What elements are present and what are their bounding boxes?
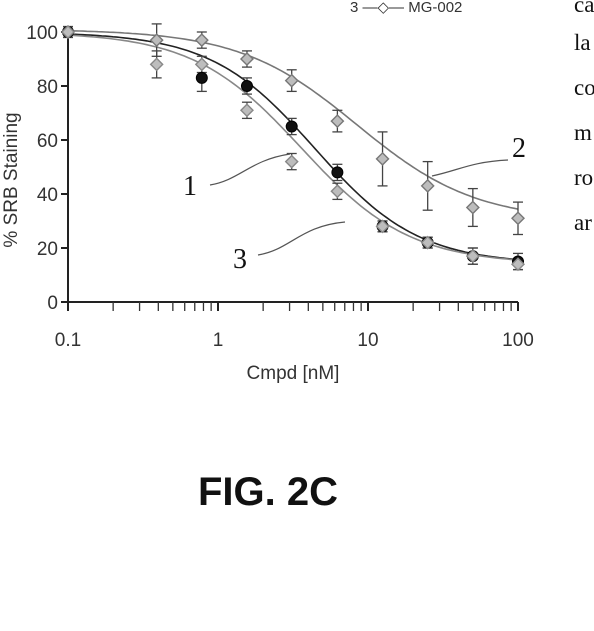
- fit-curves: [67, 29, 519, 261]
- x-ticks: 0.1 1 10 100: [55, 302, 534, 351]
- leader-line-1: [209, 153, 291, 186]
- y-tick-label: 80: [37, 77, 58, 98]
- side-text-line: ca: [574, 0, 594, 17]
- x-minor-ticks: [112, 302, 512, 311]
- data-point-series-2: [149, 33, 164, 48]
- curve-tag-1: 1: [183, 171, 197, 202]
- curve-tag-2-group: 2: [431, 133, 526, 177]
- x-axis-title: Cmpd [nM]: [247, 363, 340, 384]
- fit-curve-3: [67, 34, 519, 261]
- y-ticks: 0 20 40 60 80 100: [26, 23, 68, 314]
- figure-caption: FIG. 2C: [198, 470, 338, 514]
- leader-line-2: [431, 159, 509, 177]
- data-point-series-1: [240, 80, 253, 92]
- fit-curve-2: [67, 29, 519, 210]
- side-text-line: ar: [574, 210, 592, 235]
- y-axis-title: % SRB Staining: [1, 112, 22, 247]
- data-point-series-3: [284, 154, 299, 169]
- x-tick-label: 100: [502, 330, 534, 351]
- x-tick-label: 0.1: [55, 330, 81, 351]
- data-point-series-2: [194, 33, 209, 48]
- data-point-series-3: [420, 235, 435, 250]
- data-point-series-3: [511, 257, 525, 272]
- data-point-series-3: [194, 57, 209, 72]
- data-point-series-3: [149, 57, 164, 72]
- data-point-series-3: [375, 219, 390, 234]
- y-tick-label: 100: [26, 23, 58, 44]
- data-point-series-2: [420, 178, 435, 193]
- legend-fragment: 3 —◇— MG-002: [350, 0, 462, 16]
- curve-tag-3-group: 3: [233, 221, 346, 275]
- curve-tag-3: 3: [233, 244, 247, 275]
- side-text-line: la: [574, 30, 591, 55]
- data-markers: [61, 25, 525, 272]
- data-point-series-3: [465, 249, 480, 264]
- data-point-series-3: [61, 25, 75, 39]
- data-point-series-2: [465, 200, 480, 215]
- data-point-series-2: [375, 151, 390, 166]
- data-point-series-3: [239, 103, 254, 118]
- data-point-series-2: [284, 73, 299, 88]
- x-tick-label: 1: [213, 330, 224, 351]
- side-text: ca la co m ro ar: [574, 0, 594, 235]
- data-point-series-2: [239, 52, 254, 66]
- y-tick-label: 60: [37, 131, 58, 152]
- data-point-series-3: [330, 184, 345, 199]
- data-point-series-2: [511, 211, 525, 226]
- data-point-series-2: [330, 114, 345, 129]
- y-tick-label: 40: [37, 185, 58, 206]
- data-point-series-1: [331, 166, 344, 179]
- x-tick-label: 10: [357, 330, 378, 351]
- side-text-line: ro: [574, 165, 593, 190]
- y-tick-label: 0: [47, 293, 58, 314]
- leader-line-3: [257, 221, 346, 256]
- fit-curve-1: [67, 33, 519, 261]
- data-point-series-1: [285, 120, 298, 133]
- y-tick-label: 20: [37, 239, 58, 260]
- error-bars: [63, 23, 523, 271]
- side-text-line: m: [574, 120, 592, 145]
- curve-tag-2: 2: [512, 133, 526, 164]
- curve-tag-1-group: 1: [183, 153, 291, 202]
- data-point-series-1: [195, 71, 208, 84]
- side-text-line: co: [574, 75, 594, 100]
- axes: [67, 30, 518, 303]
